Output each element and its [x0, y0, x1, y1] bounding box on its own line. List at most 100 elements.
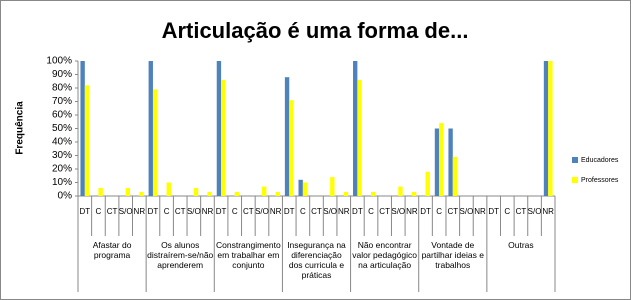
x-tick-label: S/O: [119, 207, 133, 216]
x-tick-label: NR: [270, 207, 282, 216]
legend-label: Professores: [581, 177, 619, 184]
y-tick-label: 30%: [52, 150, 72, 161]
bar: [84, 85, 90, 196]
group-label: Afastar do programa: [92, 240, 132, 260]
bar: [343, 191, 349, 196]
x-tick-label: CT: [447, 207, 458, 216]
bar: [221, 79, 226, 196]
bar: [275, 191, 280, 196]
x-tick-label: C: [504, 207, 510, 216]
legend-label: Educadores: [581, 157, 619, 164]
y-tick-label: 50%: [52, 123, 72, 134]
x-tick-label: DT: [216, 207, 227, 216]
bar: [452, 156, 458, 196]
x-tick-label: S/O: [255, 207, 269, 216]
group-label-box: Não encontrar valor pedagógico na articu…: [352, 240, 417, 270]
x-tick-label: CT: [516, 207, 527, 216]
bar: [543, 61, 549, 196]
bar: [207, 191, 212, 196]
group-label: Vontade de partilhar ideias e trabalhos: [421, 240, 484, 270]
bar: [548, 61, 553, 196]
bar: [148, 61, 153, 196]
x-tick-label: DT: [148, 207, 159, 216]
y-tick-label: 90%: [52, 69, 72, 80]
x-tick-label: NR: [338, 207, 350, 216]
x-tick-label: CT: [107, 207, 118, 216]
x-tick-label: C: [232, 207, 238, 216]
bar: [234, 191, 240, 196]
bar: [302, 182, 308, 196]
bar: [193, 187, 199, 196]
x-tick-label: C: [164, 207, 170, 216]
bar: [357, 79, 362, 196]
group-label-box: Os alunos distraírem-se/não aprenderem: [147, 240, 214, 270]
legend-swatch: [572, 177, 578, 183]
bar: [434, 128, 440, 196]
bar: [448, 128, 453, 196]
x-tick-label: S/O: [460, 207, 474, 216]
bar: [80, 61, 85, 196]
group-label-box: Insegurança na diferenciação dos curricu…: [287, 240, 346, 280]
y-tick-label: 80%: [52, 83, 72, 94]
bar: [98, 187, 103, 196]
group-label-box: Constrangimento em trabalhar em conjunto: [215, 240, 281, 270]
y-tick-label: 60%: [52, 110, 72, 121]
group-label: Insegurança na diferenciação dos curricu…: [287, 240, 346, 280]
legend-swatch: [572, 157, 578, 163]
bar: [289, 100, 294, 196]
bar: [166, 182, 171, 196]
bar: [139, 191, 144, 196]
group-label: Outras: [508, 240, 534, 250]
bar: [353, 61, 358, 196]
x-tick-label: DT: [488, 207, 499, 216]
x-tick-label: NR: [542, 207, 554, 216]
x-tick-label: DT: [284, 207, 295, 216]
x-tick-label: S/O: [528, 207, 542, 216]
y-axis-label: Frequência: [15, 101, 26, 155]
group-label-box: Afastar do programa: [92, 240, 132, 260]
x-tick-label: NR: [134, 207, 146, 216]
group-label-box: Outras: [508, 240, 534, 250]
y-tick-label: 70%: [52, 96, 72, 107]
x-tick-label: C: [300, 207, 306, 216]
group-label: Os alunos distraírem-se/não aprenderem: [147, 240, 214, 270]
x-tick-label: C: [96, 207, 102, 216]
x-tick-label: NR: [406, 207, 418, 216]
bar: [125, 187, 131, 196]
x-tick-label: DT: [420, 207, 431, 216]
x-tick-label: CT: [175, 207, 186, 216]
bar: [216, 61, 222, 196]
x-tick-label: CT: [311, 207, 322, 216]
group-label-box: Vontade de partilhar ideias e trabalhos: [421, 240, 484, 270]
y-tick-label: 100%: [46, 56, 72, 67]
x-tick-label: S/O: [391, 207, 405, 216]
group-label: Constrangimento em trabalhar em conjunto: [215, 240, 281, 270]
bar: [284, 77, 290, 196]
bar: [371, 191, 376, 196]
bar: [152, 89, 158, 196]
x-tick-label: S/O: [187, 207, 201, 216]
y-tick-label: 10%: [52, 177, 72, 188]
bar: [298, 179, 303, 196]
x-tick-label: C: [368, 207, 374, 216]
bar: [330, 177, 335, 196]
x-tick-label: NR: [202, 207, 214, 216]
y-tick-label: 40%: [52, 137, 72, 148]
x-tick-label: CT: [379, 207, 390, 216]
x-tick-label: C: [436, 207, 442, 216]
chart-title: Articulação é uma forma de...: [162, 18, 469, 43]
bar: [261, 186, 267, 196]
x-tick-label: DT: [352, 207, 363, 216]
x-tick-label: CT: [243, 207, 254, 216]
x-tick-label: S/O: [323, 207, 337, 216]
bar: [398, 186, 403, 196]
bar: [439, 123, 444, 196]
bar: [425, 171, 430, 196]
y-tick-label: 0%: [58, 191, 73, 202]
x-tick-label: NR: [474, 207, 486, 216]
bar: [411, 191, 417, 196]
group-label: Não encontrar valor pedagógico na articu…: [352, 240, 417, 270]
